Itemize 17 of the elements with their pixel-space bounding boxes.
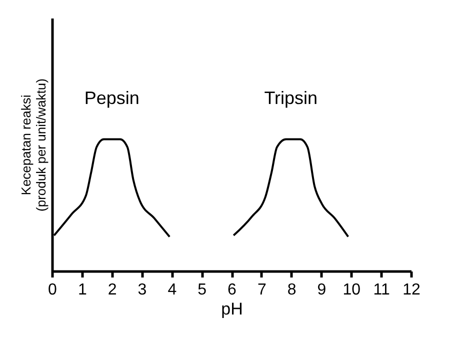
series-label: Tripsin: [264, 88, 318, 108]
x-tick-label: 6: [228, 282, 237, 298]
x-tick-label: 11: [373, 282, 390, 298]
text: Pepsin: [84, 88, 140, 108]
y-axis-title: Kecepatan reaksi (produk per unit/waktu): [18, 78, 48, 212]
x-tick-label: 10: [342, 282, 361, 298]
x-tick-label: 12: [402, 282, 420, 298]
x-tick-label: 7: [257, 282, 266, 298]
x-tick-label: 9: [317, 282, 326, 298]
x-tick-label: 2: [108, 282, 117, 298]
x-tick-label: 4: [168, 282, 177, 298]
x-axis-title: pH: [221, 300, 243, 318]
x-tick-label: 5: [198, 282, 207, 298]
x-tick-label: 8: [287, 282, 296, 298]
x-tick-label: 1: [78, 282, 87, 298]
x-tick-label: 3: [138, 282, 147, 298]
x-tick-label: 0: [48, 282, 58, 298]
